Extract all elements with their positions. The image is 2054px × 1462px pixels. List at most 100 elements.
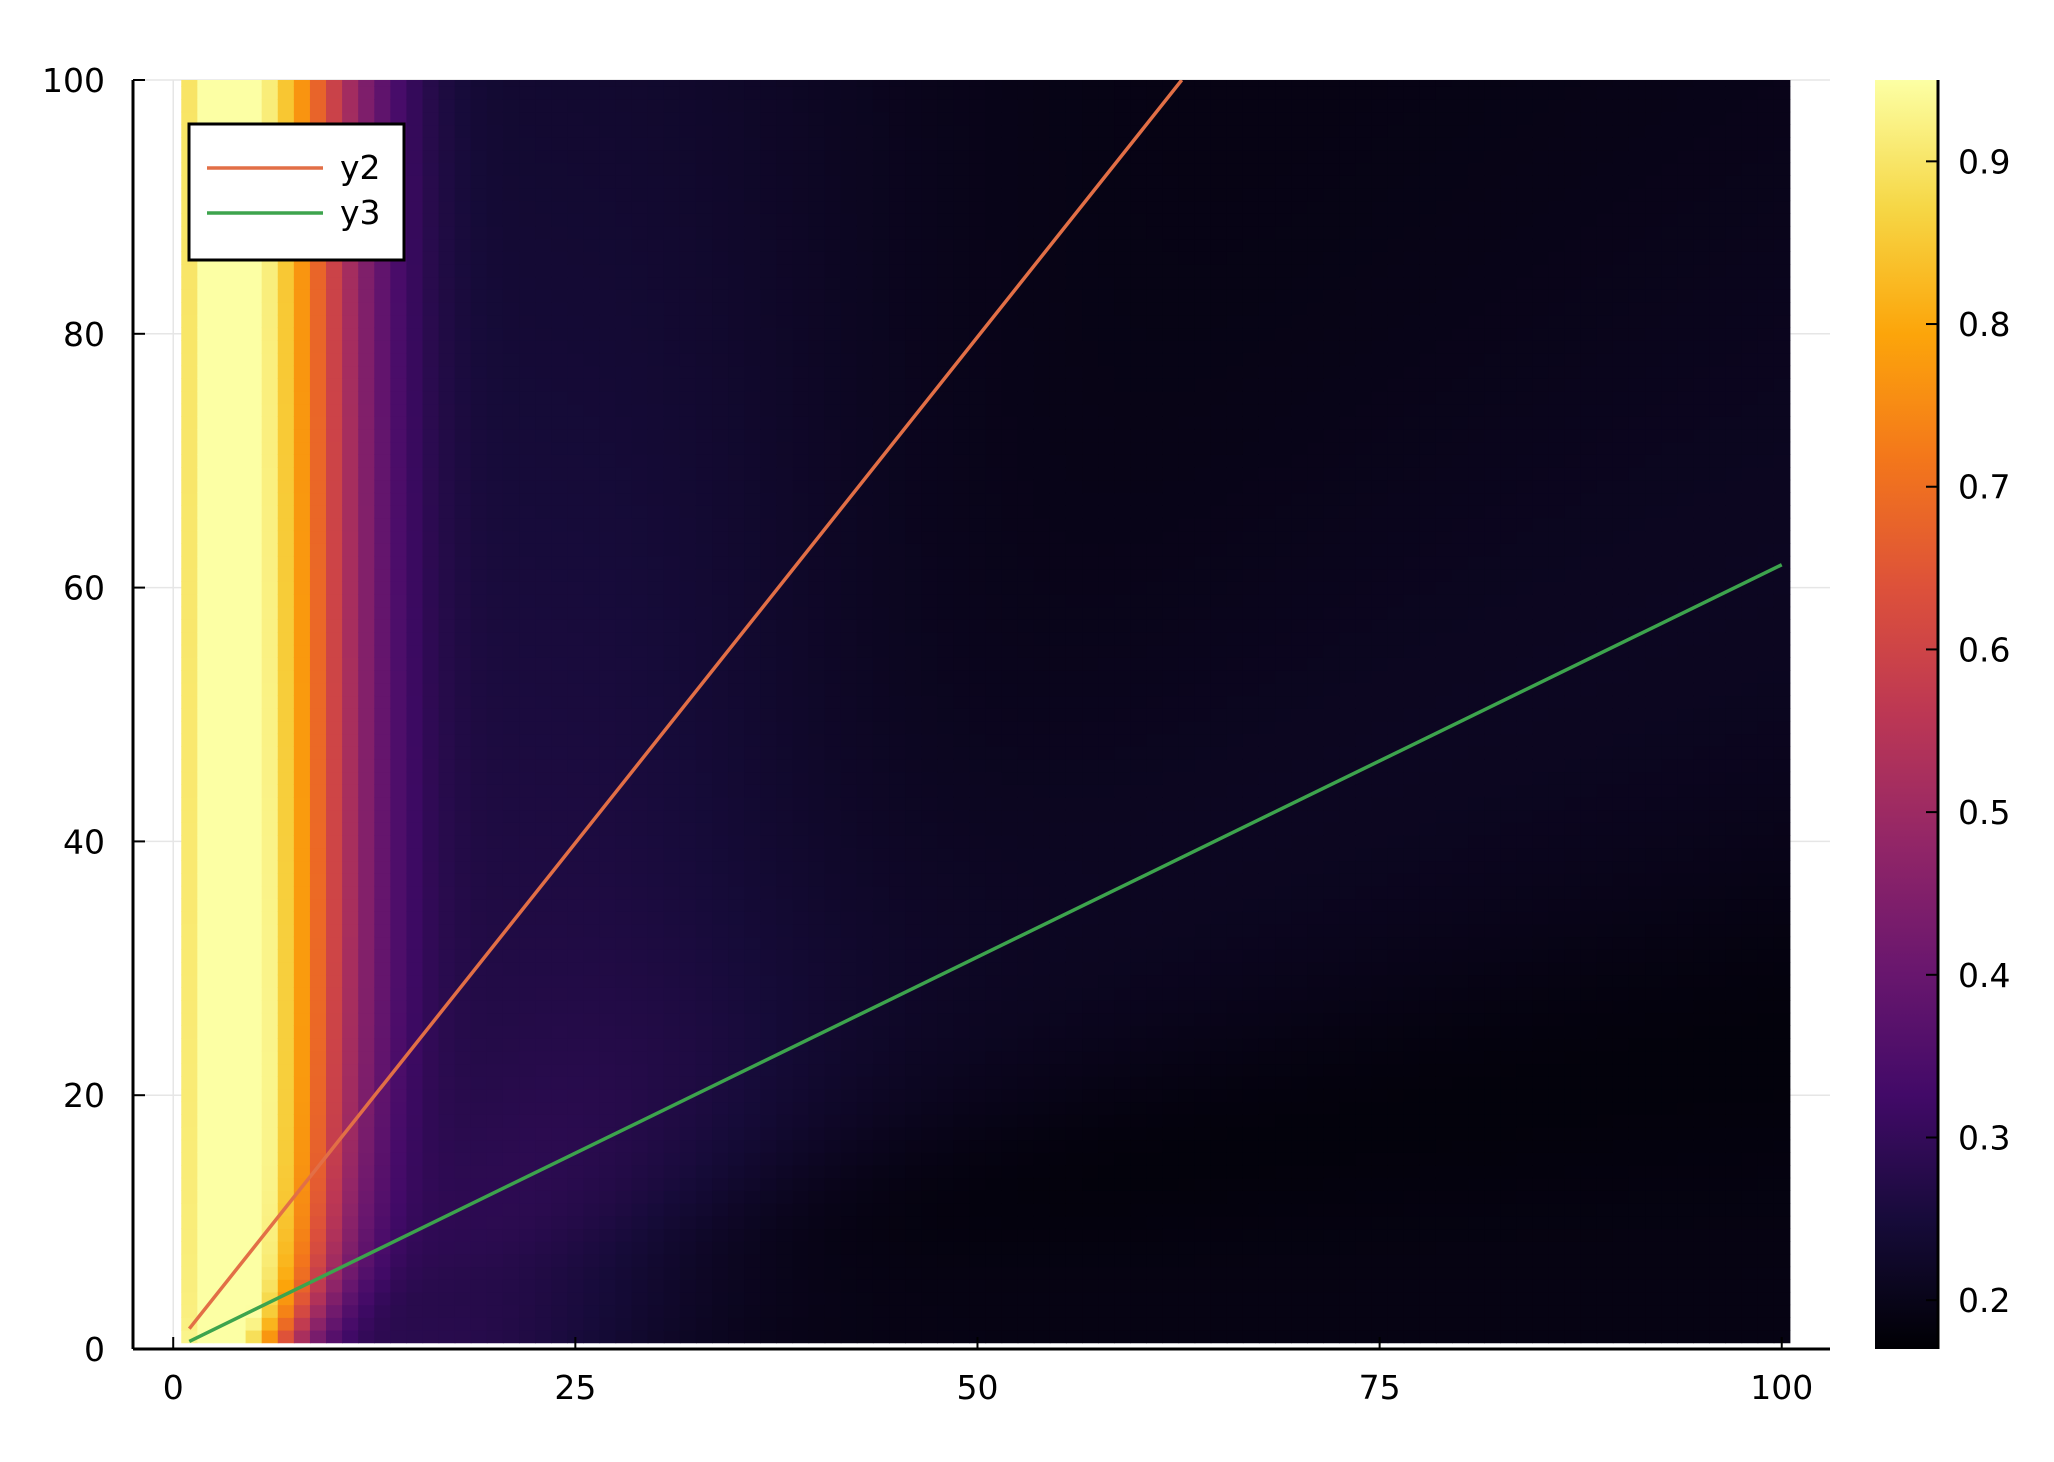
heatmap-cell [937, 1012, 954, 1026]
heatmap-cell [181, 378, 198, 392]
heatmap-cell [695, 796, 713, 811]
heatmap-cell [921, 213, 938, 227]
heatmap-cell [181, 1190, 198, 1204]
heatmap-cell [905, 1076, 922, 1090]
heatmap-cell [905, 898, 922, 912]
heatmap-cell [567, 606, 584, 620]
heatmap-cell [792, 923, 810, 938]
heatmap-cell [647, 492, 665, 506]
heatmap-cell [374, 111, 391, 126]
heatmap-cell [551, 238, 568, 252]
heatmap-cell [454, 390, 472, 405]
heatmap-cell [567, 543, 584, 557]
heatmap-cell [824, 390, 842, 405]
heatmap-cell [856, 873, 874, 887]
heatmap-cell [969, 898, 987, 912]
heatmap-cell [229, 302, 247, 316]
heatmap-cell [261, 1304, 279, 1318]
heatmap-cell [824, 1215, 842, 1230]
heatmap-cell [728, 86, 745, 100]
heatmap-cell [824, 454, 842, 468]
heatmap-cell [647, 1076, 665, 1090]
heatmap-cell [856, 1279, 874, 1293]
heatmap-cell [293, 822, 311, 836]
heatmap-cell [277, 885, 295, 900]
heatmap-cell [792, 771, 810, 785]
heatmap-cell [953, 505, 971, 519]
heatmap-cell [358, 1063, 375, 1077]
heatmap-cell [905, 581, 922, 595]
heatmap-cell [181, 758, 198, 773]
heatmap-cell [728, 911, 745, 925]
heatmap-cell [695, 187, 713, 202]
heatmap-cell [776, 606, 794, 620]
heatmap-cell [647, 974, 665, 988]
heatmap-cell [969, 657, 987, 671]
heatmap-cell [567, 847, 584, 862]
heatmap-cell [502, 898, 520, 912]
heatmap-cell [663, 619, 681, 633]
heatmap-cell [502, 1126, 520, 1141]
heatmap-cell [470, 898, 488, 912]
heatmap-cell [406, 264, 424, 278]
heatmap-cell [293, 911, 311, 925]
heatmap-cell [744, 416, 761, 430]
heatmap-cell [261, 1050, 279, 1065]
heatmap-cell [712, 264, 729, 278]
heatmap-cell [712, 1000, 729, 1014]
heatmap-cell [197, 708, 215, 722]
heatmap-cell [921, 949, 938, 963]
heatmap-cell [502, 1114, 520, 1128]
heatmap-cell [342, 1101, 359, 1115]
heatmap-cell [309, 86, 327, 100]
heatmap-cell [502, 80, 520, 87]
heatmap-cell [374, 543, 391, 557]
heatmap-cell [535, 238, 552, 252]
heatmap-cell [342, 581, 359, 595]
heatmap-cell [567, 657, 584, 671]
heatmap-cell [551, 1114, 568, 1128]
heatmap-cell [470, 1279, 488, 1293]
heatmap-cell [937, 1266, 954, 1280]
heatmap-cell [374, 606, 391, 620]
heatmap-cell [519, 949, 536, 963]
heatmap-cell [824, 1203, 842, 1217]
heatmap-cell [921, 835, 938, 849]
heatmap-cell [197, 936, 215, 950]
heatmap-cell [309, 1101, 327, 1115]
heatmap-cell [486, 1076, 504, 1090]
heatmap-cell [519, 1012, 536, 1026]
heatmap-cell [905, 149, 922, 164]
heatmap-cell [309, 390, 327, 405]
heatmap-cell [872, 314, 890, 329]
heatmap-cell [342, 695, 359, 709]
heatmap-cell [921, 847, 938, 862]
heatmap-cell [583, 670, 601, 684]
heatmap-cell [599, 403, 617, 417]
heatmap-cell [342, 467, 359, 481]
heatmap-cell [535, 1076, 552, 1090]
heatmap-cell [502, 213, 520, 227]
heatmap-cell [277, 1076, 295, 1090]
heatmap-cell [792, 708, 810, 722]
heatmap-cell [583, 187, 601, 202]
heatmap-cell [808, 1177, 826, 1191]
heatmap-cell [776, 936, 794, 950]
heatmap-cell [390, 454, 408, 468]
heatmap-cell [856, 111, 874, 126]
heatmap-cell [551, 1126, 568, 1141]
heatmap-cell [856, 340, 874, 354]
heatmap-cell [728, 390, 745, 405]
heatmap-cell [390, 644, 408, 658]
heatmap-cell [261, 568, 279, 582]
heatmap-cell [181, 1241, 198, 1255]
heatmap-cell [631, 479, 649, 494]
heatmap-cell [937, 1050, 954, 1065]
heatmap-cell [342, 505, 359, 519]
heatmap-cell [840, 1114, 858, 1128]
heatmap-cell [422, 149, 440, 164]
heatmap-cell [647, 606, 665, 620]
heatmap-cell [599, 593, 617, 608]
heatmap-cell [358, 1139, 375, 1153]
heatmap-cell [519, 99, 536, 113]
